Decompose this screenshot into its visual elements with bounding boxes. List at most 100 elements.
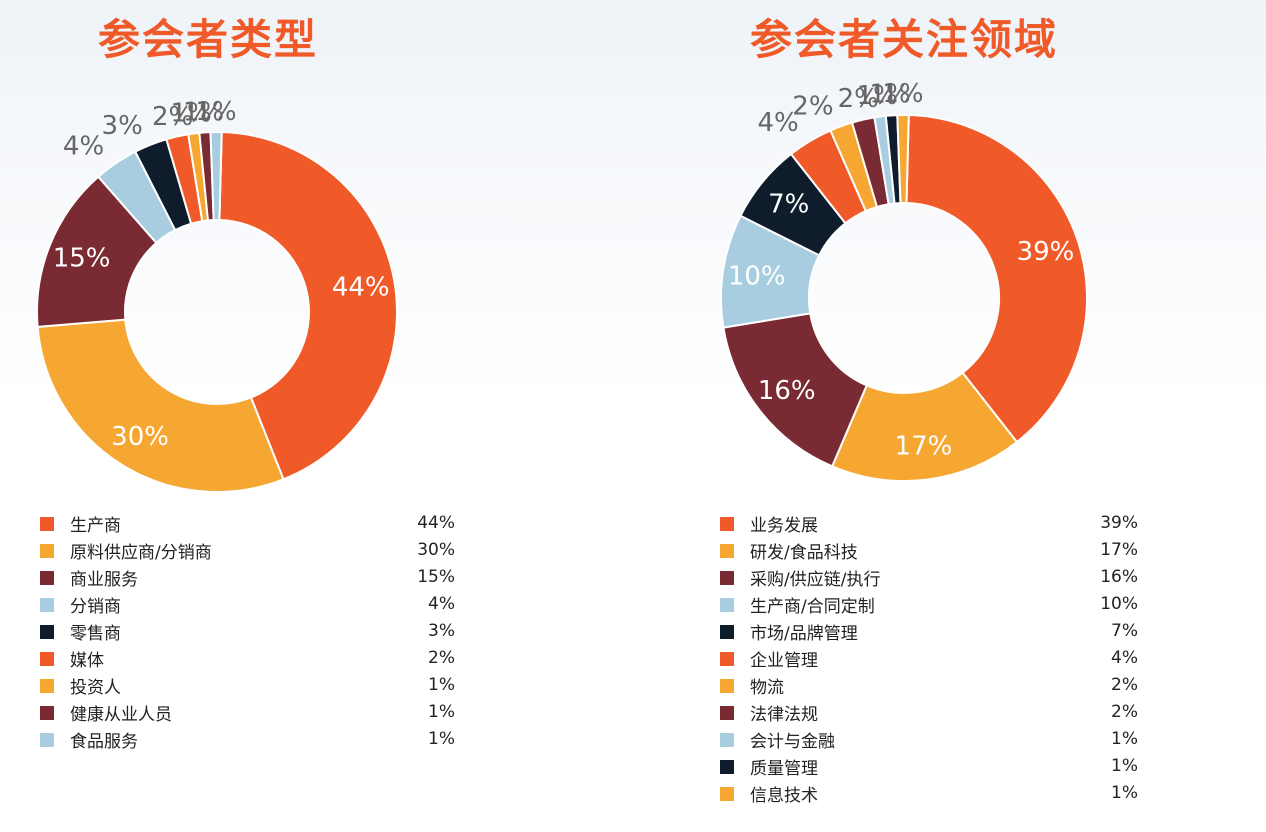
slice-value-label: 30% <box>111 422 169 452</box>
legend-item: 采购/供应链/执行 <box>720 564 880 591</box>
legend-label: 市场/品牌管理 <box>750 624 858 644</box>
legend-item: 市场/品牌管理 <box>720 618 858 645</box>
slice-value-label: 1% <box>170 99 211 129</box>
legend-label: 食品服务 <box>70 732 138 752</box>
slice-value-label: 7% <box>768 190 809 220</box>
legend-item: 媒体 <box>40 645 104 672</box>
slice-value-label: 1% <box>195 97 236 127</box>
legend-swatch <box>720 786 734 801</box>
legend-label: 会计与金融 <box>750 732 835 752</box>
legend-label: 零售商 <box>70 624 121 644</box>
legend-label: 健康从业人员 <box>70 705 172 725</box>
legend-value: 10% <box>1100 594 1138 614</box>
legend-item: 信息技术 <box>720 780 818 807</box>
legend-value: 44% <box>417 513 455 533</box>
legend-swatch <box>40 597 54 612</box>
legend-value: 4% <box>1111 648 1138 668</box>
legend-swatch <box>40 732 54 747</box>
legend-item: 原料供应商/分销商 <box>40 537 212 564</box>
slice-value-label: 3% <box>102 111 143 141</box>
legend-swatch <box>720 678 734 693</box>
chart-title-attendee-type: 参会者类型 <box>98 15 319 64</box>
legend-swatch <box>40 678 54 693</box>
donut-slice <box>36 318 285 493</box>
legend-swatch <box>720 597 734 612</box>
legend-label: 分销商 <box>70 597 121 617</box>
legend-label: 质量管理 <box>750 759 818 779</box>
slice-value-label: 1% <box>869 79 910 109</box>
legend-item: 生产商/合同定制 <box>720 591 875 618</box>
legend-value: 2% <box>1111 675 1138 695</box>
legend-value: 15% <box>417 567 455 587</box>
legend-item: 食品服务 <box>40 726 138 753</box>
legend-label: 信息技术 <box>750 786 818 806</box>
legend-swatch <box>40 624 54 639</box>
legend-item: 业务发展 <box>720 510 818 537</box>
slice-value-label: 2% <box>152 102 193 132</box>
legend-value: 1% <box>428 729 455 749</box>
legend-item: 企业管理 <box>720 645 818 672</box>
legend-value: 1% <box>428 702 455 722</box>
legend-item: 法律法规 <box>720 699 818 726</box>
legend-swatch <box>40 543 54 558</box>
legend-label: 投资人 <box>70 678 121 698</box>
legend-value: 1% <box>1111 756 1138 776</box>
slice-value-label: 44% <box>332 272 390 302</box>
legend-label: 研发/食品科技 <box>750 543 858 563</box>
legend-swatch <box>720 651 734 666</box>
legend-value: 2% <box>428 648 455 668</box>
slice-value-label: 2% <box>838 84 879 114</box>
slice-value-label: 1% <box>882 79 923 109</box>
slice-value-label: 15% <box>53 243 111 273</box>
donut-slice <box>905 114 1088 444</box>
legend-item: 研发/食品科技 <box>720 537 858 564</box>
legend-label: 生产商/合同定制 <box>750 597 875 617</box>
legend-label: 原料供应商/分销商 <box>70 543 212 563</box>
legend-value: 17% <box>1100 540 1138 560</box>
legend-item: 会计与金融 <box>720 726 835 753</box>
donut-slice <box>209 131 223 222</box>
legend-label: 采购/供应链/执行 <box>750 570 881 590</box>
legend-item: 健康从业人员 <box>40 699 172 726</box>
slice-value-label: 4% <box>63 132 104 162</box>
legend-value: 30% <box>417 540 455 560</box>
legend-item: 质量管理 <box>720 753 818 780</box>
legend-swatch <box>40 705 54 720</box>
legend-label: 企业管理 <box>750 651 818 671</box>
legend-value: 1% <box>1111 729 1138 749</box>
slice-value-label: 39% <box>1017 237 1075 267</box>
legend-item: 商业服务 <box>40 564 138 591</box>
legend-swatch <box>720 732 734 747</box>
legend-label: 媒体 <box>70 651 104 671</box>
donut-slice <box>830 371 1019 482</box>
legend-label: 业务发展 <box>750 516 818 536</box>
slice-value-label: 1% <box>183 97 224 127</box>
legend-swatch <box>720 705 734 720</box>
donut-slice <box>722 312 869 468</box>
slice-value-label: 4% <box>757 108 798 138</box>
slice-value-label: 1% <box>857 81 898 111</box>
legend-swatch <box>720 543 734 558</box>
legend-label: 商业服务 <box>70 570 138 590</box>
legend-swatch <box>720 759 734 774</box>
donut-slice <box>36 175 158 328</box>
slice-value-label: 16% <box>758 376 816 406</box>
legend-value: 1% <box>428 675 455 695</box>
slice-value-label: 10% <box>728 261 786 291</box>
donut-slice <box>218 131 398 481</box>
legend-item: 物流 <box>720 672 784 699</box>
legend-item: 零售商 <box>40 618 121 645</box>
legend-value: 39% <box>1100 513 1138 533</box>
legend-value: 1% <box>1111 783 1138 803</box>
chart-title-focus-areas: 参会者关注领域 <box>750 15 1059 64</box>
legend-value: 2% <box>1111 702 1138 722</box>
legend-swatch <box>720 516 734 531</box>
legend-item: 分销商 <box>40 591 121 618</box>
legend-value: 16% <box>1100 567 1138 587</box>
legend-swatch <box>720 624 734 639</box>
legend-label: 生产商 <box>70 516 121 536</box>
legend-item: 投资人 <box>40 672 121 699</box>
slice-value-label: 2% <box>792 91 833 121</box>
